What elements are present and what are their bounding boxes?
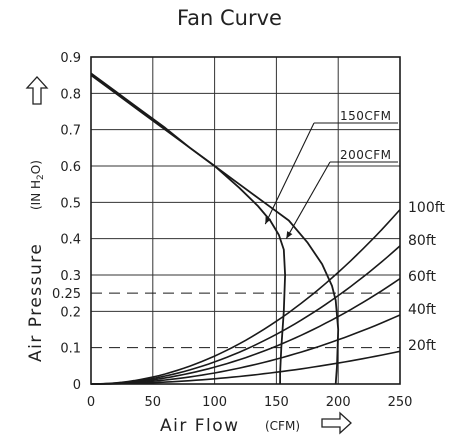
callout-label-150CFM: 150CFM [340, 109, 392, 123]
y-tick-label: 0.25 [52, 287, 81, 302]
system-curve-label: 100ft [408, 200, 445, 216]
callouts: 150CFM 200CFM [264, 109, 398, 239]
callout-leader [285, 161, 331, 239]
fan-curve-200CFM [90, 72, 340, 385]
y-axis-arrow-icon [25, 76, 49, 105]
system-curves [90, 209, 401, 385]
fan-curves [90, 72, 340, 385]
system-curve-labels: 100ft 80ft 60ft 40ft 20ft [408, 200, 445, 354]
x-tick-label: 100 [202, 395, 227, 410]
callout-arrowhead-icon [286, 231, 293, 239]
x-tick-labels: 0 50 100 150 200 250 [87, 395, 413, 410]
x-tick-label: 50 [145, 395, 162, 410]
system-curve-label: 80ft [408, 233, 436, 249]
y-tick-label: 0.5 [60, 196, 81, 211]
reference-lines [91, 292, 400, 349]
x-tick-label: 250 [388, 395, 413, 410]
y-tick-label: 0.9 [60, 51, 81, 66]
y-tick-label: 0.6 [60, 160, 81, 175]
x-tick-label: 150 [264, 395, 289, 410]
x-axis-label: Air Flow [160, 416, 240, 436]
y-tick-label: 0.8 [60, 87, 81, 102]
y-tick-label: 0.4 [60, 233, 81, 248]
callout-leader [264, 122, 315, 225]
x-tick-label: 0 [87, 395, 95, 410]
system-curve-60ft [91, 277, 401, 385]
x-axis-unit: (CFM) [265, 419, 300, 433]
callout-label-200CFM: 200CFM [340, 148, 392, 162]
y-tick-label: 0.3 [60, 269, 81, 284]
y-tick-label: 0.1 [60, 342, 81, 357]
system-curve-100ft [90, 209, 401, 385]
system-curve-40ft [91, 314, 401, 385]
plot-frame [90, 56, 401, 385]
system-curve-20ft [91, 350, 401, 385]
y-axis-label: Air Pressure [26, 243, 46, 362]
system-curve-label: 20ft [408, 338, 436, 354]
callout-arrowhead-icon [265, 216, 272, 225]
y-axis-unit: (IN H2O) [29, 160, 46, 210]
x-tick-label: 200 [326, 395, 351, 410]
y-tick-label: 0.2 [60, 305, 81, 320]
y-tick-label: 0 [73, 378, 81, 393]
chart-title: Fan Curve [177, 6, 282, 30]
y-tick-label: 0.7 [60, 124, 81, 139]
system-curve-80ft [90, 245, 401, 385]
system-curve-label: 60ft [408, 269, 436, 285]
system-curve-label: 40ft [408, 302, 436, 318]
y-tick-labels: 0 0.1 0.2 0.25 0.3 0.4 0.5 0.6 0.7 0.8 0.9 [52, 51, 81, 393]
fan-curve-150CFM [90, 74, 286, 384]
x-axis-arrow-icon [321, 411, 352, 435]
